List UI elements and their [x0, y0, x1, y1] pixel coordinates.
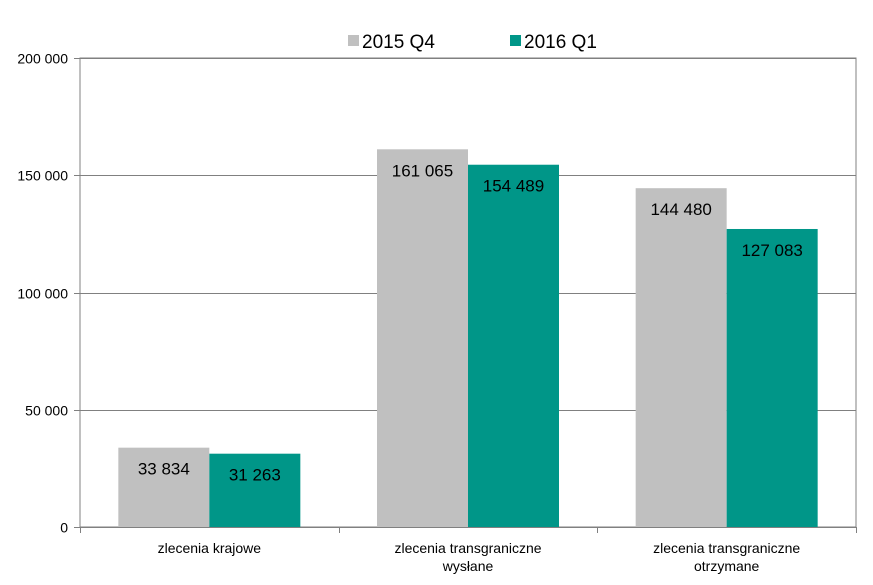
y-tick-label: 50 000	[25, 403, 68, 419]
x-category-label: zlecenia transgraniczne	[653, 540, 800, 556]
x-category-label: otrzymane	[694, 558, 760, 574]
data-label: 144 480	[650, 200, 711, 219]
data-label: 33 834	[138, 460, 190, 479]
bar-2015-q4	[377, 149, 468, 527]
x-category-label: zlecenia krajowe	[158, 540, 262, 556]
legend-swatch	[510, 35, 521, 46]
bar-2016-q1	[468, 164, 559, 527]
y-tick-label: 150 000	[17, 168, 68, 184]
data-label: 161 065	[392, 161, 453, 180]
y-tick-label: 200 000	[17, 51, 68, 67]
legend-label: 2015 Q4	[362, 32, 435, 53]
x-category-label: wysłane	[442, 558, 494, 574]
x-category-label: zlecenia transgraniczne	[394, 540, 541, 556]
legend-swatch	[348, 35, 359, 46]
y-tick-label: 100 000	[17, 286, 68, 302]
data-label: 154 489	[483, 177, 544, 196]
bar-2015-q4	[635, 188, 727, 527]
y-tick-label: 0	[60, 520, 68, 536]
data-label: 127 083	[741, 241, 802, 260]
legend-label: 2016 Q1	[524, 32, 597, 53]
data-label: 31 263	[229, 466, 281, 485]
bar-2015-q4	[118, 447, 210, 527]
bar-2016-q1	[726, 228, 818, 528]
bar-2016-q1	[209, 453, 301, 527]
